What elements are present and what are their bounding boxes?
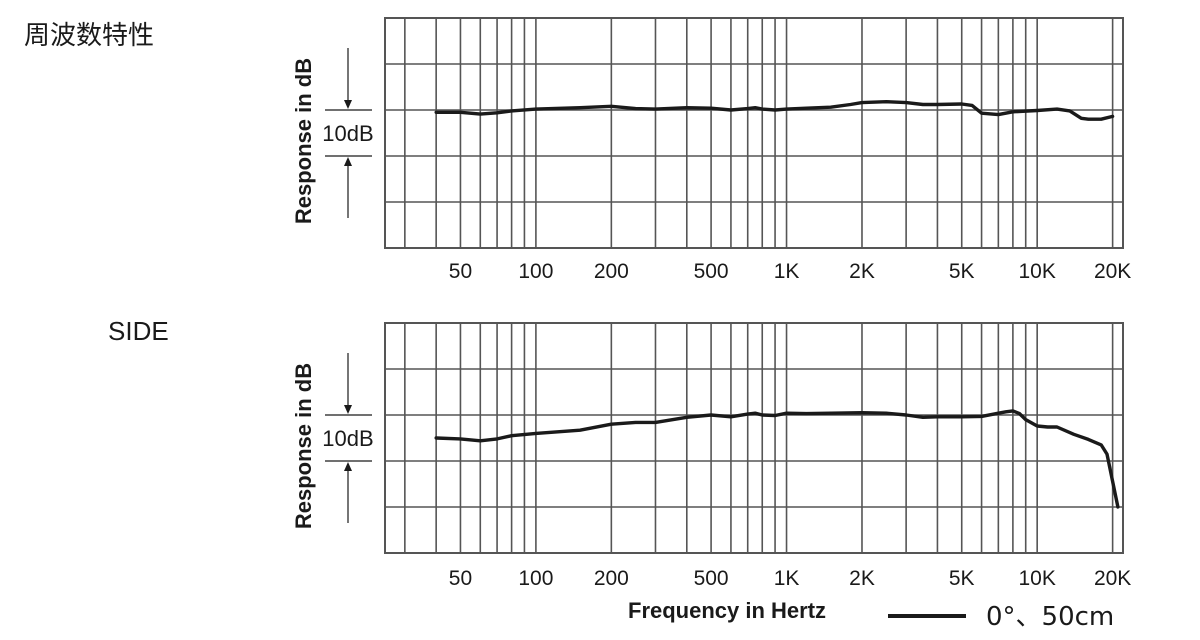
chart-1-tick-label: 50 (449, 260, 472, 283)
chart-2-scale-marker-label: 10dB (322, 426, 373, 451)
chart-1-scale-marker-label: 10dB (322, 121, 373, 146)
chart-1-tick-label: 2K (849, 260, 875, 283)
chart-1-tick-label: 200 (594, 260, 629, 283)
legend-line-swatch (888, 614, 966, 618)
chart-2-y-axis-label: Response in dB (291, 363, 316, 529)
chart-2-tick-label: 2K (849, 567, 875, 590)
chart-1-tick-label: 20K (1094, 260, 1131, 283)
chart-2-scale-arrow-up-icon (344, 462, 352, 471)
chart-1-tick-label: 10K (1018, 260, 1055, 283)
chart-1-tick-label: 1K (774, 260, 800, 283)
chart-2-tick-label: 200 (594, 567, 629, 590)
chart-2-title: SIDE (108, 316, 169, 346)
chart-1-tick-label: 100 (518, 260, 553, 283)
chart-2-plot-frame (384, 322, 1124, 554)
chart-1-scale-arrow-up-icon (344, 157, 352, 166)
chart-1-tick-label: 5K (949, 260, 975, 283)
chart-1-plot-frame (384, 17, 1124, 249)
chart-1-y-axis-label: Response in dB (291, 58, 316, 224)
chart-2-tick-label: 50 (449, 567, 472, 590)
chart-2-tick-label: 10K (1018, 567, 1055, 590)
chart-1-title: 周波数特性 (24, 21, 155, 51)
x-axis-label: Frequency in Hertz (628, 598, 827, 623)
chart-2-response-curve (434, 409, 1120, 509)
chart-2-tick-label: 100 (518, 567, 553, 590)
legend-label: 0°、50cm (986, 602, 1115, 632)
chart-2-tick-label: 500 (694, 567, 729, 590)
chart-2-scale-arrow-down-icon (344, 405, 352, 414)
chart-2-tick-label: 5K (949, 567, 975, 590)
chart-1-scale-arrow-down-icon (344, 100, 352, 109)
chart-1-tick-label: 500 (694, 260, 729, 283)
chart-2-tick-label: 20K (1094, 567, 1131, 590)
chart-2-tick-label: 1K (774, 567, 800, 590)
chart-1-response-curve (434, 99, 1115, 121)
